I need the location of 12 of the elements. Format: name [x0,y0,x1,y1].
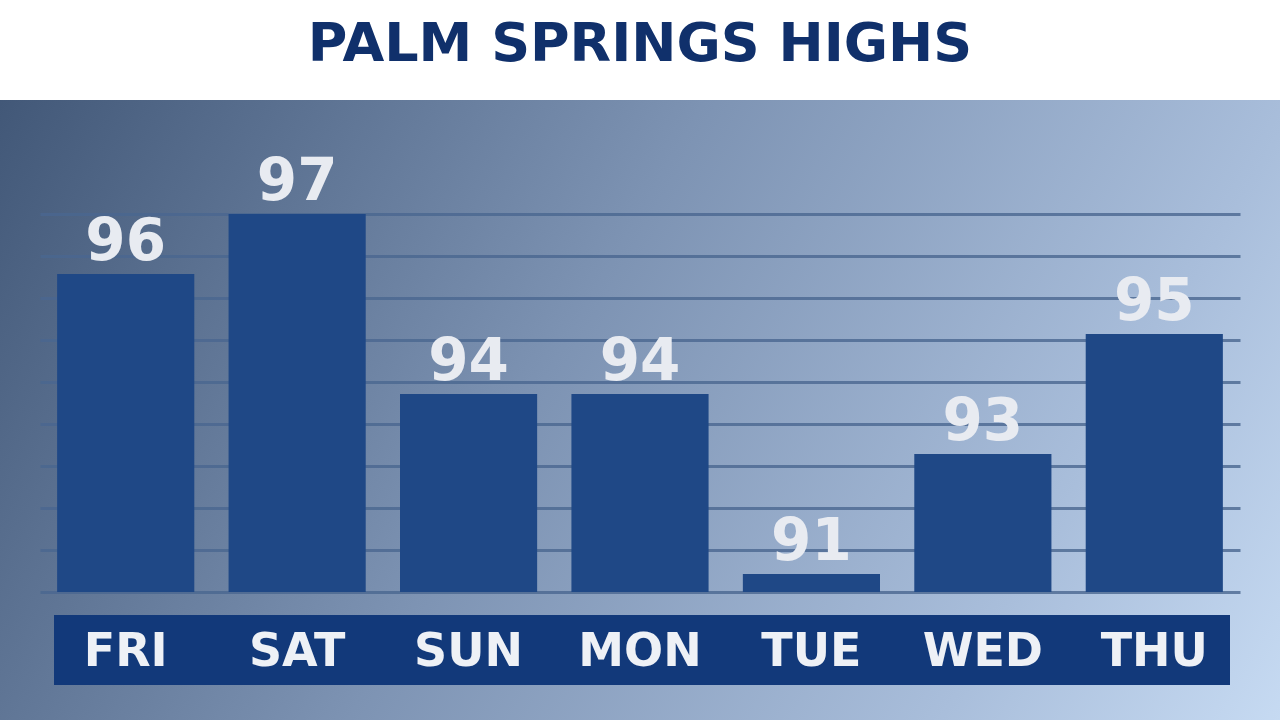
x-tick-label: THU [1100,622,1208,677]
x-tick-label: SUN [414,622,524,677]
data-label: 94 [428,326,509,394]
data-label: 94 [599,326,681,394]
chart-title: PALM SPRINGS HIGHS [307,11,973,74]
x-tick-label: FRI [83,622,168,677]
x-tick-label: WED [922,622,1044,677]
data-label: 96 [85,206,167,274]
data-label: 97 [256,146,338,214]
x-tick-label: SAT [248,622,347,677]
x-tick-label: TUE [761,622,862,677]
x-tick-label: MON [578,622,702,677]
